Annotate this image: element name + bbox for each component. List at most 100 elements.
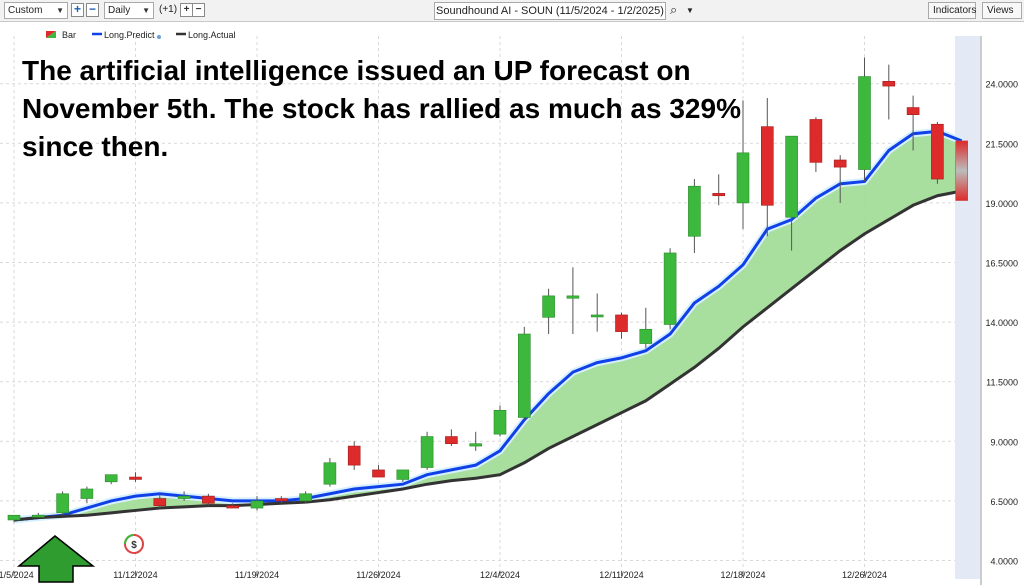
candle-body [542, 295, 555, 318]
offset-minus-button[interactable]: − [192, 3, 205, 17]
candle-body [372, 469, 385, 478]
candle [931, 121, 944, 184]
candle-body [274, 498, 288, 502]
candle-body [104, 474, 118, 483]
predict-line-glow [13, 127, 963, 524]
y-tick-label: 6.5000 [990, 497, 1018, 507]
candle-body [250, 500, 264, 509]
candle-body [712, 193, 726, 197]
forecast-band-bar [955, 140, 969, 201]
candle [445, 429, 458, 447]
x-tick-label: 12/18/2024 [720, 570, 765, 580]
candle [833, 155, 847, 203]
candle-body [420, 436, 434, 468]
price-chart[interactable]: 4.0000 6.5000 9.0000 11.5000 14.0000 16.5000 1… [0, 22, 1024, 585]
candle [809, 117, 823, 172]
candle-body [299, 493, 312, 502]
x-axis: 11/5/2024 11/12/2024 11/19/2024 11/26/2024 1… [0, 570, 887, 580]
candle [882, 64, 896, 120]
candle-body [445, 436, 458, 444]
dividend-badge-symbol: $ [131, 540, 137, 551]
chevron-down-icon[interactable]: ▼ [686, 6, 694, 15]
chevron-down-icon: ▼ [56, 6, 64, 15]
candle-body [639, 328, 653, 344]
indicators-label: Indicators [933, 5, 977, 16]
up-arrow-icon [16, 535, 96, 583]
legend-predict-label: Long.Predict [104, 30, 155, 40]
offset-label: (+1) [159, 4, 178, 15]
x-tick-label: 11/19/2024 [235, 570, 279, 580]
candle [688, 179, 701, 253]
symbol-title-box[interactable]: Soundhound AI - SOUN (11/5/2024 - 1/2/20… [434, 2, 666, 20]
info-dot-icon[interactable] [157, 35, 161, 39]
bar-legend-icon [46, 31, 56, 38]
candle [153, 493, 167, 509]
y-tick-label: 14.0000 [985, 318, 1018, 328]
predict-line [13, 129, 963, 522]
candle [372, 465, 385, 478]
candle-body [809, 119, 823, 163]
candle-body [226, 505, 239, 509]
candle [323, 457, 337, 487]
candle-body [323, 462, 337, 485]
candle-body [663, 252, 677, 325]
forecast-band [955, 140, 969, 201]
symbol-title: Soundhound AI - SOUN (11/5/2024 - 1/2/20… [436, 5, 664, 17]
period-select[interactable]: Custom ▼ [4, 2, 68, 19]
forecast-zone [955, 36, 980, 579]
y-tick-label: 16.5000 [985, 259, 1018, 269]
candle-body [153, 498, 167, 506]
interval-select-value: Daily [108, 5, 131, 16]
indicators-button[interactable]: Indicators [928, 2, 976, 19]
candle [542, 288, 555, 335]
candle [202, 493, 215, 506]
candle [906, 95, 920, 151]
candle-body [688, 185, 701, 237]
candle [299, 491, 312, 504]
zoom-in-button[interactable]: + [71, 3, 84, 17]
candle [615, 312, 628, 339]
period-select-value: Custom [8, 5, 43, 16]
views-button[interactable]: Views [982, 2, 1022, 19]
candle-body [736, 152, 750, 204]
candle [31, 512, 45, 518]
candle [566, 267, 580, 335]
candle [858, 57, 871, 182]
candle-body [56, 493, 69, 514]
candle [639, 307, 653, 349]
views-label: Views [987, 5, 1014, 16]
candle-body [31, 514, 45, 518]
candle-body [833, 159, 847, 168]
interval-select[interactable]: Daily ▼ [104, 2, 154, 19]
actual-line [13, 189, 962, 522]
candle-body [590, 314, 604, 318]
x-tick-label: 11/12/2024 [113, 570, 157, 580]
y-tick-label: 4.0000 [990, 557, 1018, 567]
candle [104, 474, 118, 485]
legend-actual-label: Long.Actual [188, 30, 236, 40]
candle [7, 514, 21, 523]
x-tick-label: 12/26/2024 [842, 570, 887, 580]
candle [760, 98, 774, 237]
candle [396, 469, 410, 482]
candle [226, 503, 239, 509]
candle [274, 496, 288, 504]
x-tick-label: 12/11/2024 [599, 570, 643, 580]
candle [712, 174, 726, 206]
candle [785, 135, 798, 251]
candle [517, 326, 531, 420]
search-icon[interactable]: ⌕ [670, 2, 678, 17]
y-tick-label: 24.0000 [985, 80, 1018, 90]
candle [590, 293, 604, 332]
candle-body [396, 469, 410, 480]
x-tick-label: 12/4/2024 [480, 570, 520, 580]
x-tick-label: 11/5/2024 [0, 570, 34, 580]
dividend-badge-icon[interactable]: $ [124, 534, 144, 554]
candle-body [129, 476, 142, 480]
zoom-out-button[interactable]: − [86, 3, 99, 17]
candle [177, 491, 191, 501]
toolbar: Custom ▼ + − Daily ▼ (+1) + − Soundhound… [0, 0, 1024, 22]
candle-body [517, 333, 531, 418]
candles [7, 57, 944, 523]
y-axis: 4.0000 6.5000 9.0000 11.5000 14.0000 16.5000 1… [985, 80, 1018, 567]
